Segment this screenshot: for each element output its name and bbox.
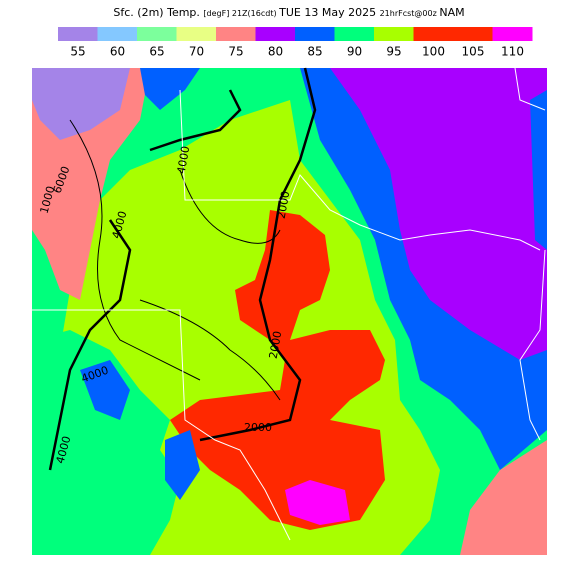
contour-label: 2000 [244,421,272,434]
region-55 [32,68,130,140]
legend-swatch [58,27,98,41]
region-85 [530,90,547,250]
legend-label: 65 [149,45,164,59]
legend-swatch [97,27,138,41]
legend-label: 100 [422,45,445,59]
region-75 [460,440,547,555]
legend-swatch [453,27,493,41]
color-legend: 55 60 65 70 75 80 85 90 95 100 105 110 [58,27,533,59]
legend-label: 60 [110,45,125,59]
legend-label: 55 [70,45,85,59]
legend-label: 75 [228,45,243,59]
state-border [514,67,546,111]
contour-line [139,299,281,401]
legend-label: 80 [268,45,283,59]
contour-line [199,67,317,442]
legend-label: 70 [189,45,204,59]
contour-label: 2000 [267,330,285,360]
legend-swatch [295,27,335,41]
title-part: 21Z(16cdt) [232,9,279,18]
legend-label: 110 [501,45,524,59]
contour-line [69,119,201,381]
legend-swatch [492,27,533,41]
legend-swatch [176,27,217,41]
contour-label: 2000 [275,190,293,220]
title-part: TUE 13 May 2025 [278,6,379,19]
legend-swatch [137,27,177,41]
contour-line [48,219,132,471]
contour-line [179,169,281,244]
legend-label: 105 [462,45,485,59]
legend-label: 85 [307,45,322,59]
state-border [519,249,546,441]
state-border [179,89,541,251]
contour-line [149,89,242,152]
region-85 [80,360,130,420]
legend-swatch [216,27,256,41]
title-part: 21hrFcst@00z [380,9,440,18]
contour-label: 4000 [175,145,193,175]
title: Sfc. (2m) Temp. [degF] 21Z(16cdt) TUE 13… [113,6,464,19]
legend-swatch [374,27,414,41]
title-text: Sfc. (2m) Temp. [degF] 21Z(16cdt) TUE 13… [113,6,464,19]
legend-label: 90 [347,45,362,59]
legend-label: 95 [386,45,401,59]
region-100 [170,210,385,530]
title-part: [degF] [203,9,231,18]
title-part: Sfc. (2m) Temp. [113,6,203,19]
region-110 [285,480,350,525]
legend-swatch [334,27,375,41]
region-85 [165,430,200,500]
title-part: NAM [439,6,464,19]
state-border [32,309,291,541]
region-85 [140,68,200,110]
legend-swatch [255,27,296,41]
map [32,67,547,555]
legend-swatch [413,27,454,41]
region-90 [32,330,180,555]
